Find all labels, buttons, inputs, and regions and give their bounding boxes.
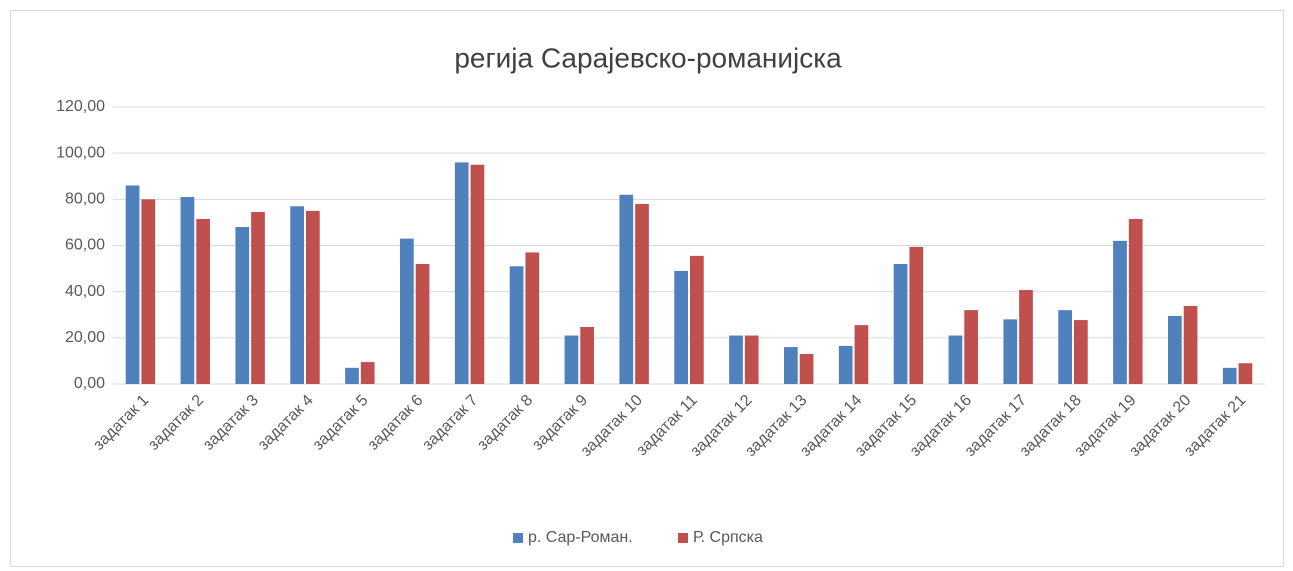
y-tick-label: 40,00 — [65, 283, 105, 300]
bar — [674, 270, 688, 384]
chart-title: регија Сарајевско-романијска — [454, 42, 842, 73]
bar — [470, 164, 485, 384]
y-tick-label: 80,00 — [65, 191, 105, 208]
legend-swatch — [513, 533, 523, 543]
bar — [290, 206, 304, 384]
bar — [1019, 290, 1033, 384]
bar — [619, 194, 634, 384]
bar — [345, 367, 359, 384]
bar — [360, 362, 375, 384]
bar — [1183, 305, 1198, 384]
bar — [580, 326, 594, 384]
bar — [964, 310, 978, 384]
legend-label: Р. Српска — [693, 529, 763, 546]
bar — [306, 210, 320, 384]
bar — [784, 347, 798, 384]
bar — [1003, 319, 1018, 384]
bar — [235, 227, 250, 384]
bar — [141, 199, 156, 384]
bar — [564, 335, 579, 384]
bar — [454, 162, 469, 384]
bar — [1113, 240, 1127, 384]
bar — [400, 238, 414, 384]
bar — [690, 255, 704, 384]
bar — [948, 335, 963, 384]
bar — [251, 212, 265, 384]
bar — [509, 266, 524, 384]
bar — [635, 203, 649, 384]
bar — [854, 325, 869, 384]
y-tick-label: 120,00 — [56, 98, 105, 115]
bar — [196, 218, 210, 384]
bar — [180, 197, 195, 384]
y-tick-label: 100,00 — [56, 144, 105, 161]
bar — [415, 263, 430, 384]
bar — [1128, 218, 1143, 384]
bar — [1238, 363, 1253, 384]
bar — [1168, 315, 1182, 384]
y-tick-label: 60,00 — [65, 237, 105, 254]
bar — [125, 185, 140, 384]
bar — [838, 345, 853, 384]
bar — [729, 335, 743, 384]
bar — [744, 335, 759, 384]
bar — [909, 246, 924, 384]
bar — [893, 263, 908, 384]
y-tick-label: 20,00 — [65, 329, 105, 346]
bar — [1074, 320, 1088, 384]
bar — [525, 252, 540, 384]
bar — [1222, 367, 1237, 384]
legend-swatch — [678, 533, 688, 543]
legend-label: р. Сар-Роман. — [528, 529, 633, 546]
y-tick-label: 0,00 — [74, 375, 105, 392]
bar — [1058, 310, 1072, 384]
bar — [799, 353, 814, 384]
